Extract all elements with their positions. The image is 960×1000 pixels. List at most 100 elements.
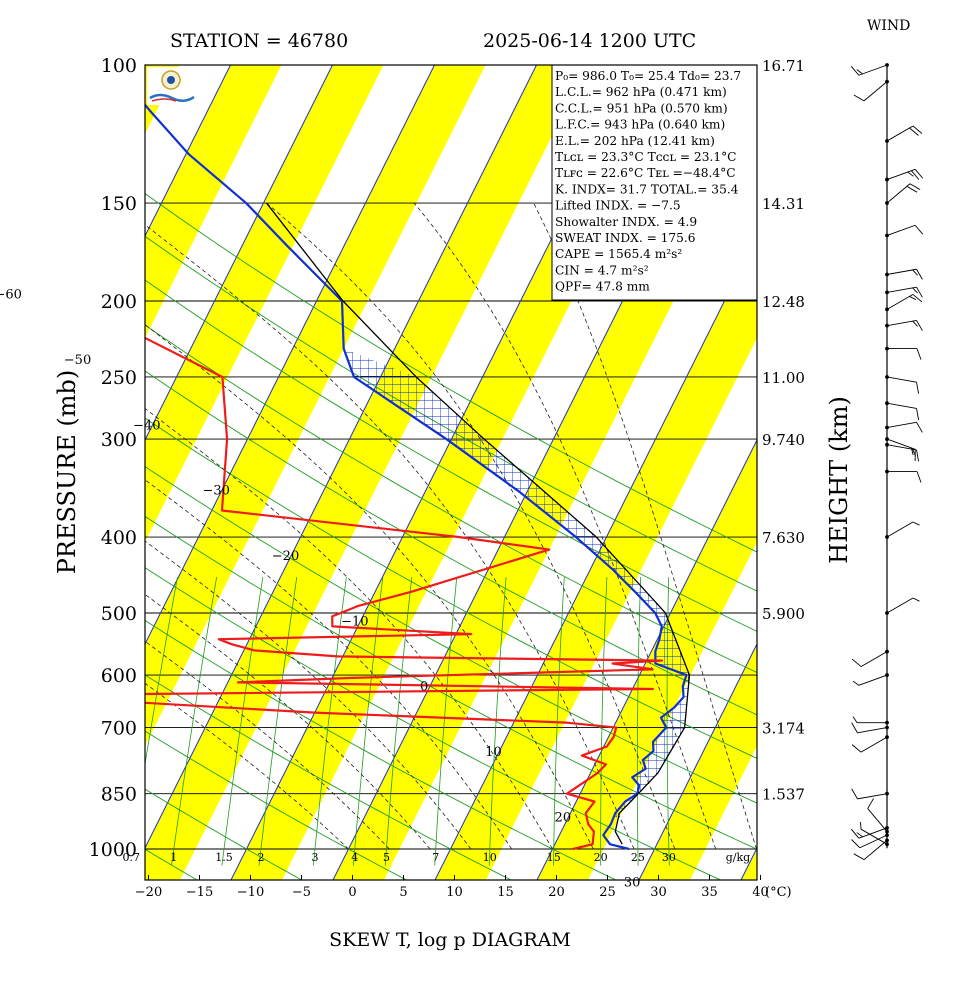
wind-feather [852, 716, 858, 723]
dry-adiabat-line [145, 674, 513, 880]
yellow-band [0, 0, 13, 881]
moist-adiabat-lines [145, 202, 757, 850]
yellow-band [842, 0, 960, 881]
mixing-ratio-line [434, 577, 458, 866]
isotherm-line [0, 0, 166, 881]
wind-barb [867, 808, 888, 832]
wind-feather [912, 597, 920, 602]
wind-feather [916, 348, 922, 360]
mixing-ratio-line [600, 577, 608, 866]
mixing-ratio-line [258, 577, 298, 866]
isotherm-line [145, 65, 436, 646]
dry-adiabat-line [145, 619, 617, 880]
temp-unit-label: (°C) [765, 885, 792, 900]
mixing-ratio-line [171, 577, 218, 866]
yellow-band [145, 65, 282, 339]
wind-barb [859, 834, 888, 849]
wind-feather [914, 224, 924, 235]
pressure-tick-labels: 100 150 200 250 300 400 500 600 700 850 1000 [89, 55, 137, 861]
mixing-ratio-label: 10 [483, 851, 497, 864]
moist-adiabat-line [145, 224, 635, 850]
mixing-ratio-line [221, 577, 264, 866]
wind-barb [860, 736, 888, 753]
wind-barb [858, 674, 888, 686]
wind-barb [858, 827, 888, 839]
wind-barb [863, 81, 888, 102]
temperature-tick-label: −10 [237, 885, 264, 900]
temperature-tick-label: 25 [599, 885, 616, 900]
pressure-tick-label: 200 [101, 291, 137, 313]
indices-box [551, 64, 758, 301]
wind-barb [886, 286, 917, 293]
mixing-ratio-labels: 0.7 1 1.5 2 3 4 5 7 10 15 20 25 30 g/kg [123, 851, 751, 864]
pressure-tick-label: 300 [101, 429, 137, 451]
wind-feather [851, 658, 862, 667]
yellow-band [145, 65, 486, 746]
mixing-ratio-label: 7 [432, 851, 439, 864]
wind-feather [912, 287, 918, 294]
wind-feather [850, 66, 860, 76]
pressure-tick-label: 700 [101, 718, 137, 740]
isotherm-label: 0 [420, 680, 428, 695]
wind-dot [885, 649, 889, 654]
wind-feather [916, 422, 923, 433]
wind-barb [857, 727, 888, 734]
isotherm-line [145, 65, 538, 850]
temperature-tick-label: 15 [497, 885, 514, 900]
temperature-tick-label: 5 [399, 885, 407, 900]
isotherm-line [145, 65, 232, 238]
wind-barb [886, 521, 914, 538]
wind-barb [886, 168, 916, 180]
moist-adiabat-line [145, 640, 390, 850]
mixing-ratio-label: 2 [257, 851, 264, 864]
isotherm-line [944, 0, 960, 881]
yellow-band [944, 0, 960, 881]
wind-feather [906, 185, 918, 193]
wind-feather [916, 471, 922, 483]
yellow-band [145, 65, 384, 542]
wind-feather [851, 722, 858, 733]
wind-feather [851, 744, 862, 753]
height-tick-label: 11.00 [762, 369, 805, 387]
dry-adiabat-line [145, 192, 757, 553]
wind-feather [911, 170, 920, 180]
temperature-tick-label: −5 [292, 885, 311, 900]
wind-feather [909, 183, 921, 191]
wind-barb [886, 597, 914, 614]
wind-feather [851, 839, 861, 849]
pressure-tick-label: 400 [101, 527, 137, 549]
dry-adiabat-line [145, 370, 757, 716]
index-line: P₀= 986.0 T₀= 25.4 Td₀= 23.7 [555, 69, 741, 83]
height-tick-label: 16.71 [762, 57, 805, 75]
yellow-band [145, 65, 588, 880]
index-line: SWEAT INDX. = 175.6 [555, 231, 696, 245]
mixing-ratio-label: 25 [631, 851, 645, 864]
temperature-tick-label: 40 [752, 885, 769, 900]
moist-adiabat-line [145, 324, 594, 850]
temperature-tick-labels: −20 −15 −10 −5 0 5 10 15 20 25 30 35 40 [135, 875, 769, 900]
wind-barb [886, 438, 916, 450]
temperature-tick-label: −20 [135, 885, 162, 900]
pressure-tick-label: 250 [101, 367, 137, 389]
wind-barb [886, 421, 917, 428]
wind-feather [907, 171, 914, 177]
mixing-ratio-label: 0.7 [123, 851, 141, 864]
index-line: L.F.C.= 943 hPa (0.640 km) [555, 118, 725, 132]
height-tick-label: 9.740 [762, 431, 805, 449]
wind-feather [916, 320, 923, 331]
wind-barb [886, 402, 917, 409]
sounding-profiles [145, 103, 691, 851]
dewpoint-line [145, 336, 664, 851]
pressure-tick-label: 150 [101, 193, 137, 215]
isotherm-label: −50 [64, 353, 91, 368]
wind-feather [916, 269, 923, 280]
plot-frame [144, 64, 758, 881]
isotherm-label: 30 [624, 876, 641, 891]
wind-feather [856, 69, 863, 75]
moist-adiabat-line [145, 593, 431, 850]
wind-barb [858, 64, 888, 76]
mixing-ratio-label: 1.5 [215, 851, 233, 864]
index-line: Lifted INDX. = −7.5 [555, 199, 681, 213]
wind-feather [912, 125, 923, 134]
height-axis-label: HEIGHT (km) [825, 396, 853, 564]
